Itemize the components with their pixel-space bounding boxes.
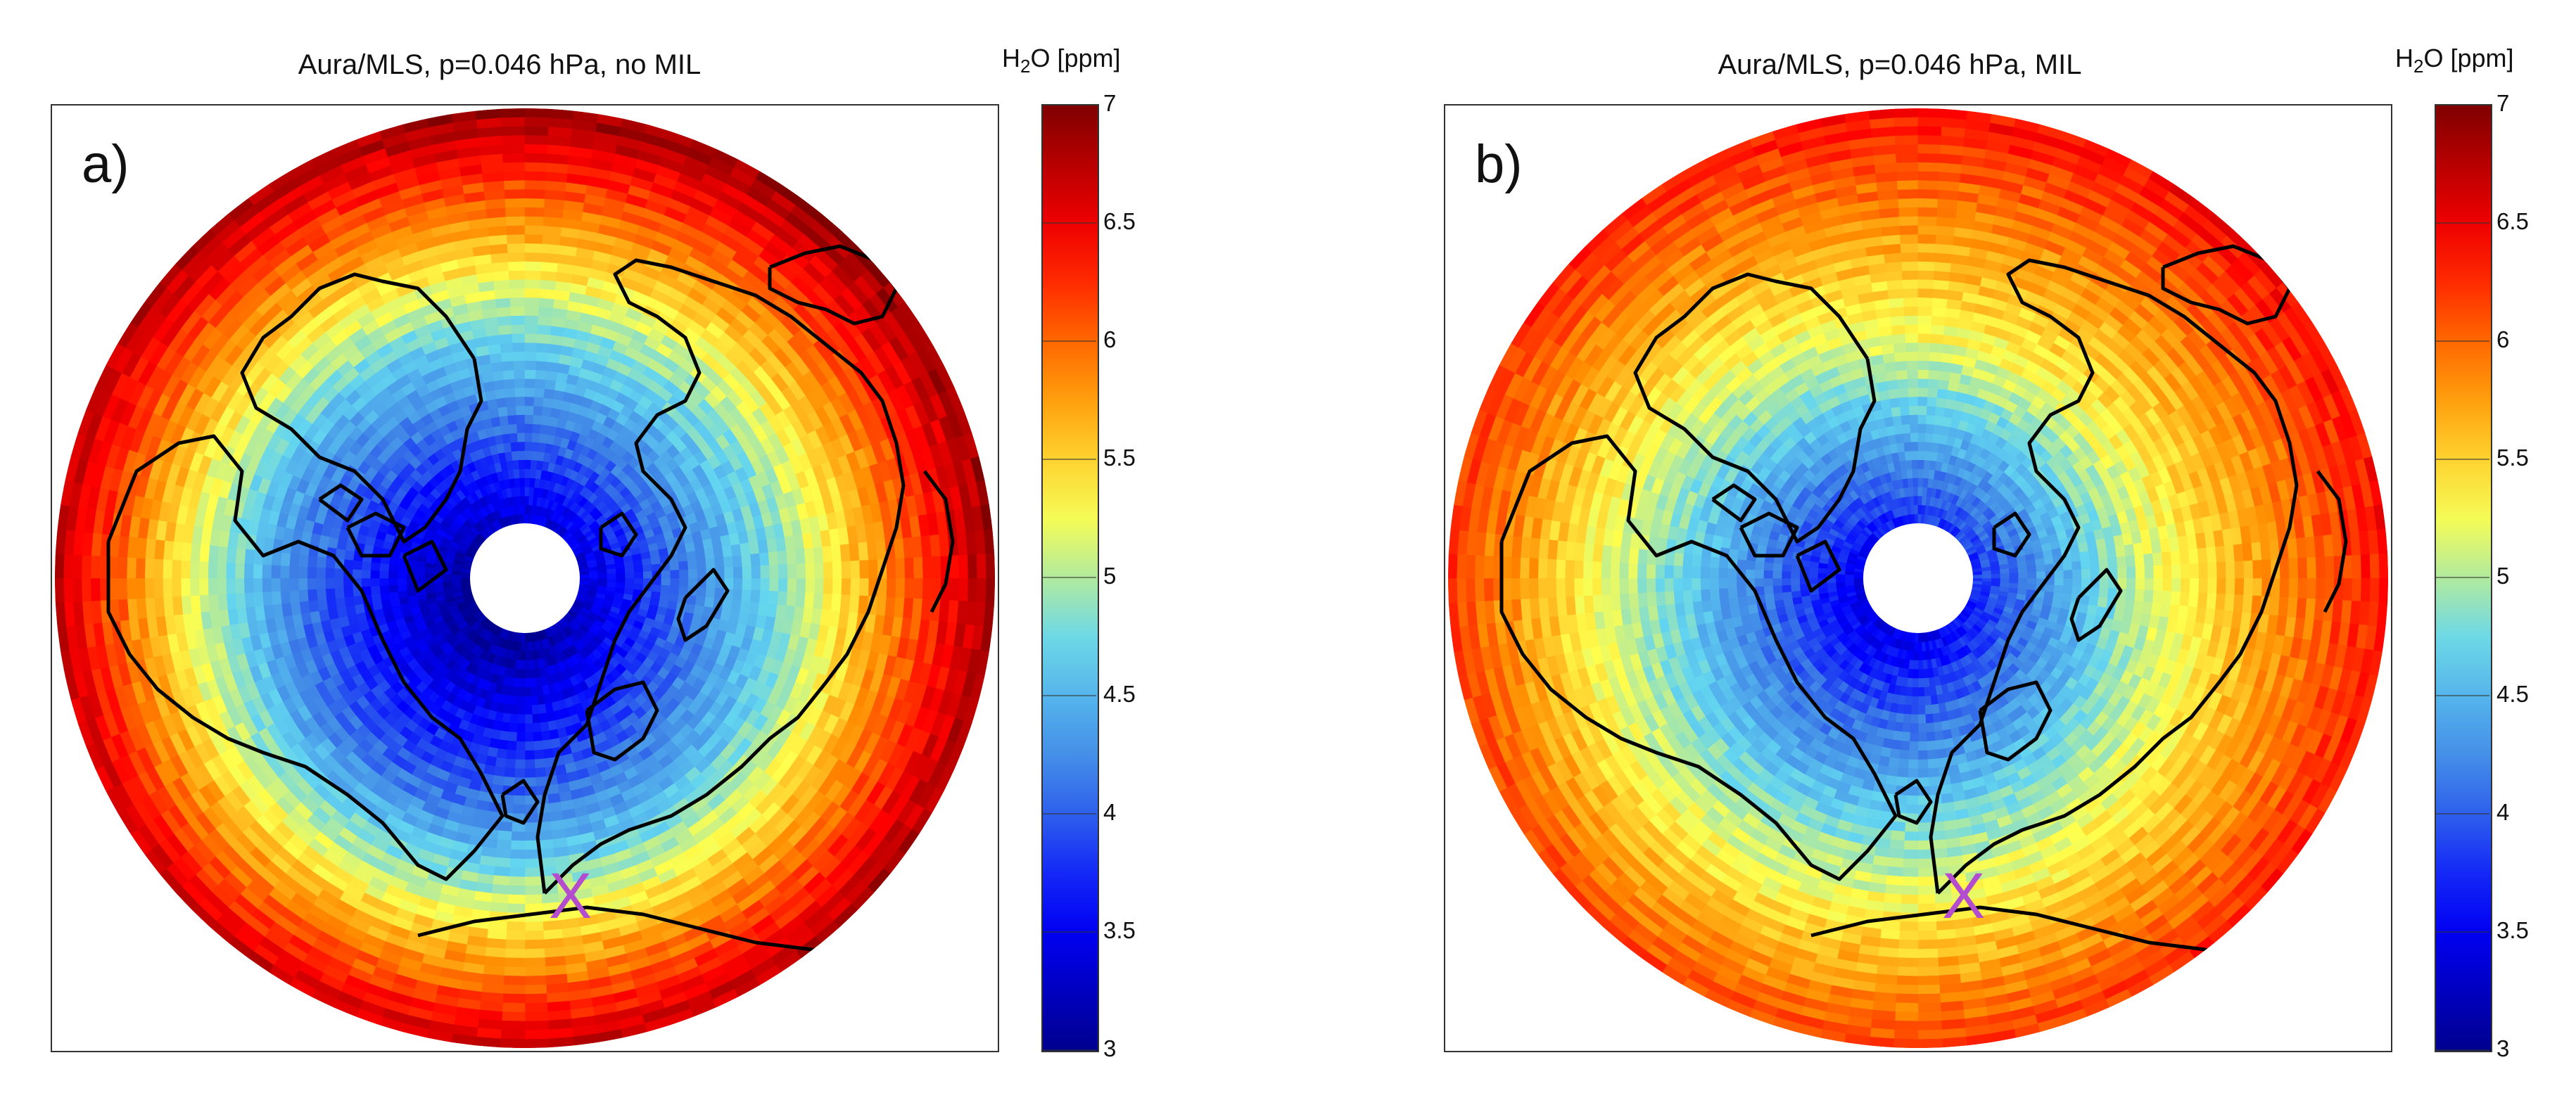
colorbar-tick-label: 7 <box>2496 90 2510 116</box>
colorbar-tick-label: 5 <box>1103 563 1117 589</box>
colorbar-tick-label: 4 <box>1103 799 1117 825</box>
colorbar-tick-mark <box>2435 577 2489 578</box>
colorbar-tick-mark <box>1041 340 1096 342</box>
panel-a-polar-map <box>55 108 995 1048</box>
colorbar-tick-label: 6 <box>2496 326 2510 352</box>
panel-b-polar-map <box>1448 108 2388 1048</box>
colorbar-tick-mark <box>1041 695 1096 696</box>
h2o-field <box>55 108 995 1048</box>
colorbar-tick-mark <box>2435 459 2489 460</box>
colorbar-tick-label: 3.5 <box>2496 917 2529 943</box>
colorbar-tick-mark <box>1041 1049 1096 1051</box>
colorbar-tick-label: 5.5 <box>2496 445 2529 471</box>
colorbar-tick-label: 5 <box>2496 563 2510 589</box>
panel-b-colorbar-title: H2O [ppm] <box>2395 44 2514 77</box>
panel-b-label: b) <box>1475 134 1523 194</box>
colorbar-tick-mark <box>2435 1049 2489 1051</box>
pole-hole <box>470 523 580 633</box>
colorbar-tick-label: 3 <box>1103 1035 1117 1061</box>
pole-hole <box>1863 523 1973 633</box>
colorbar-tick-label: 5.5 <box>1103 445 1136 471</box>
colorbar-tick-label: 3 <box>2496 1035 2510 1061</box>
panel-a-label: a) <box>82 134 129 194</box>
panel-a-map-frame: a) X <box>51 104 999 1052</box>
colorbar-tick-mark <box>1041 931 1096 933</box>
colorbar-tick-label: 4.5 <box>2496 681 2529 707</box>
colorbar-tick-label: 6.5 <box>1103 208 1136 234</box>
colorbar-tick-mark <box>2435 695 2489 696</box>
panel-a-colorbar-title: H2O [ppm] <box>1002 44 1121 77</box>
colorbar-tick-mark <box>2435 104 2489 106</box>
colorbar-tick-mark <box>1041 577 1096 578</box>
panel-b-colorbar <box>2435 104 2492 1052</box>
colorbar-tick-label: 6.5 <box>2496 208 2529 234</box>
panel-b-location-marker: X <box>1942 860 1986 932</box>
panel-a-colorbar <box>1041 104 1099 1052</box>
colorbar-tick-label: 4.5 <box>1103 681 1136 707</box>
colorbar-tick-label: 3.5 <box>1103 917 1136 943</box>
panel-a-title: Aura/MLS, p=0.046 hPa, no MIL <box>298 49 702 80</box>
colorbar-tick-mark <box>1041 813 1096 815</box>
colorbar-tick-label: 7 <box>1103 90 1117 116</box>
colorbar-tick-mark <box>2435 222 2489 224</box>
colorbar-tick-mark <box>1041 104 1096 106</box>
colorbar-tick-mark <box>2435 813 2489 815</box>
panel-b-title: Aura/MLS, p=0.046 hPa, MIL <box>1718 49 2082 80</box>
colorbar-tick-mark <box>2435 340 2489 342</box>
colorbar-tick-label: 4 <box>2496 799 2510 825</box>
colorbar-tick-mark <box>1041 459 1096 460</box>
panel-b-map-frame: b) X <box>1444 104 2392 1052</box>
colorbar-tick-mark <box>1041 222 1096 224</box>
colorbar-tick-label: 6 <box>1103 326 1117 352</box>
panel-a-location-marker: X <box>549 860 592 932</box>
coastlines <box>1499 244 2348 987</box>
colorbar-tick-mark <box>2435 931 2489 933</box>
